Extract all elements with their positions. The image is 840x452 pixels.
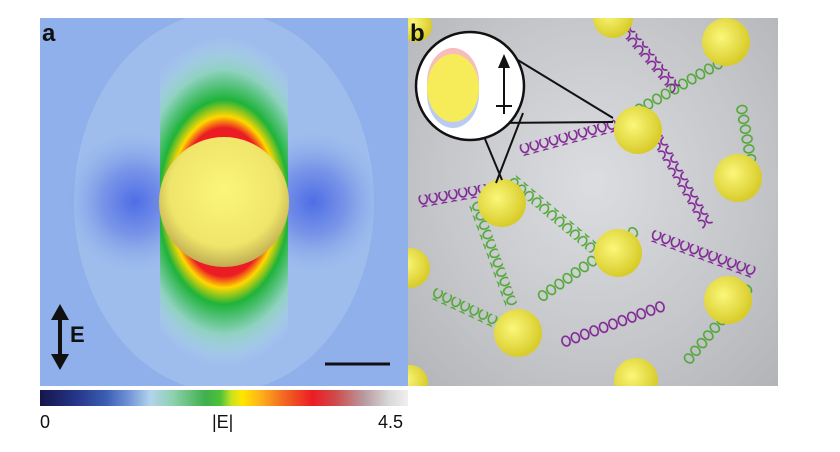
- polarization-arrow-icon: [51, 304, 69, 370]
- panel-b-assembly: b: [408, 18, 778, 386]
- panel-a-field-map: a E: [40, 18, 408, 386]
- panel-label-a: a: [42, 20, 56, 47]
- panel-label-b: b: [410, 20, 425, 47]
- inset-polarized-particle: [414, 30, 526, 142]
- colorbar-min-label: 0: [40, 412, 51, 432]
- assembly-graphic: [408, 18, 762, 386]
- colorbar: [40, 390, 408, 406]
- colorbar-title: |E|: [212, 412, 234, 432]
- field-label-e: E: [70, 322, 85, 347]
- colorbar-max-label: 4.5: [378, 412, 404, 432]
- nanoparticles: [408, 18, 762, 386]
- field-map-graphic: [51, 18, 390, 386]
